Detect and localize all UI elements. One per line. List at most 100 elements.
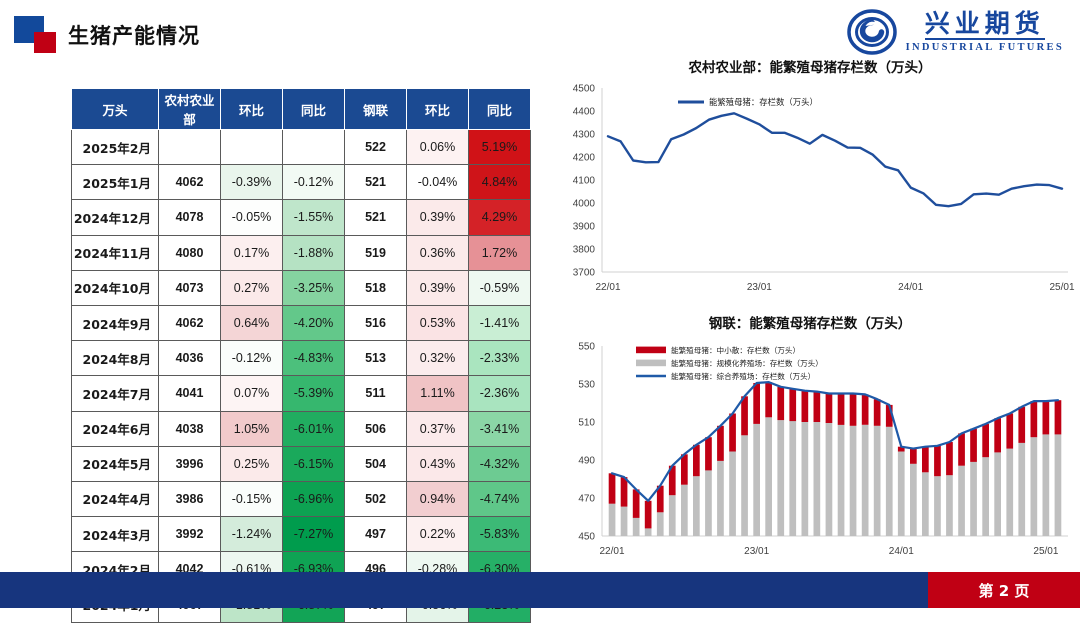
bar-segment-scale — [825, 423, 833, 536]
cell-nyb-yoy: -6.15% — [282, 445, 345, 482]
bar-segment-smallholder — [632, 489, 640, 518]
bar-segment-scale — [885, 426, 893, 536]
bar-segment-smallholder — [753, 383, 760, 424]
cell-gl-mom: 0.39% — [406, 199, 469, 236]
cell-gl-yoy: -4.32% — [468, 445, 531, 482]
bar-segment-scale — [813, 422, 821, 536]
y-tick-label: 4100 — [573, 176, 596, 187]
bar-segment-smallholder — [608, 473, 616, 504]
cell-gl: 521 — [344, 199, 407, 236]
x-tick-label: 23/01 — [744, 546, 769, 557]
cell-nyb-yoy — [282, 128, 345, 166]
bar-segment-smallholder — [668, 465, 676, 496]
cell-month: 2024年7月 — [71, 375, 159, 412]
table-header-row: 万头 农村农业部 环比 同比 钢联 环比 同比 — [71, 88, 531, 130]
cell-month: 2024年12月 — [71, 199, 159, 236]
footer-bar — [0, 572, 1080, 608]
cell-nyb — [158, 128, 221, 166]
bar-segment-smallholder — [620, 477, 628, 507]
bar-segment-scale — [922, 472, 929, 536]
bar-segment-smallholder — [970, 428, 977, 462]
company-name-en: INDUSTRIAL FUTURES — [905, 42, 1064, 54]
col-header-nyb-mom: 环比 — [220, 88, 283, 130]
cell-month: 2024年4月 — [71, 480, 159, 518]
chart-top-svg: 3700 3800 3900 4000 4100 4200 4300 4400 4500 22/0… — [573, 84, 1075, 294]
bar-segment-scale — [910, 463, 917, 536]
y-tick-label: 470 — [578, 494, 595, 505]
cell-nyb-mom: 0.25% — [220, 445, 283, 482]
company-name-cn: 兴业期货 — [924, 10, 1045, 41]
bar-segment-scale — [1042, 434, 1050, 536]
cell-month: 2024年6月 — [71, 410, 159, 447]
brand-mark-icon — [14, 16, 62, 54]
chart-bottom-canvas: 450 470 490 510 530 550 22/01 23/01 24/01 25/01 能繁… — [540, 332, 1080, 577]
bar-segment-smallholder — [693, 444, 700, 477]
cell-month: 2024年5月 — [71, 445, 159, 482]
cell-nyb-mom: 0.07% — [220, 375, 283, 412]
cell-gl-yoy: 4.29% — [468, 199, 531, 236]
bar-segment-scale — [958, 465, 965, 536]
bar-segment-scale — [982, 457, 989, 536]
cell-nyb-yoy: -6.01% — [282, 410, 345, 447]
bar-segment-scale — [717, 460, 724, 536]
table-row: 2024年11月 4080 0.17% -1.88% 519 0.36% 1.72% — [71, 234, 531, 271]
cell-nyb: 3986 — [158, 480, 221, 518]
bar-segment-scale — [970, 461, 977, 536]
cell-nyb-mom: -0.05% — [220, 199, 283, 236]
bar-segment-smallholder — [934, 445, 941, 477]
cell-nyb-mom: -1.24% — [220, 516, 283, 553]
bar-segment-scale — [837, 424, 845, 536]
y-tick-label: 3700 — [573, 268, 596, 279]
table-row: 2024年12月 4078 -0.05% -1.55% 521 0.39% 4.29% — [71, 199, 531, 236]
cell-gl: 511 — [344, 375, 407, 412]
cell-gl-mom: 1.11% — [406, 375, 469, 412]
col-header-nyb-yoy: 同比 — [282, 88, 345, 130]
cell-nyb-yoy: -1.88% — [282, 234, 345, 271]
cell-gl-mom: 0.36% — [406, 234, 469, 271]
cell-nyb-yoy: -6.96% — [282, 480, 345, 518]
bar-segment-scale — [873, 425, 881, 536]
cell-gl-mom: 0.37% — [406, 410, 469, 447]
table-row: 2025年2月 522 0.06% 5.19% — [71, 128, 531, 166]
bar-segment-scale — [644, 528, 652, 536]
bar-segment-smallholder — [946, 442, 953, 476]
page-title: 生猪产能情况 — [68, 24, 200, 48]
cell-nyb-yoy: -4.20% — [282, 304, 345, 342]
x-tick-label: 25/01 — [1049, 282, 1074, 293]
cell-month: 2025年2月 — [71, 128, 159, 166]
bar-segment-smallholder — [1018, 406, 1026, 443]
x-tick-label: 22/01 — [600, 546, 625, 557]
bar-segment-smallholder — [885, 404, 893, 427]
cell-gl: 516 — [344, 304, 407, 342]
bar-segment-scale — [777, 420, 785, 536]
y-tick-label: 4000 — [573, 199, 596, 210]
cell-gl: 519 — [344, 234, 407, 271]
cell-nyb-yoy: -0.12% — [282, 164, 345, 201]
y-tick-label: 490 — [578, 456, 595, 467]
cell-nyb: 3992 — [158, 516, 221, 553]
cell-nyb-mom: 0.64% — [220, 304, 283, 342]
cell-gl: 497 — [344, 516, 407, 553]
table-row: 2024年5月 3996 0.25% -6.15% 504 0.43% -4.32% — [71, 445, 531, 482]
y-tick-label: 510 — [578, 418, 595, 429]
bar-segment-smallholder — [861, 394, 869, 425]
bar-segment-scale — [849, 425, 857, 536]
bar-segment-smallholder — [910, 448, 917, 464]
y-tick-label: 530 — [578, 380, 595, 391]
cell-gl-yoy: -1.41% — [468, 304, 531, 342]
cell-gl-mom: 0.43% — [406, 445, 469, 482]
y-tick-label: 4300 — [573, 130, 596, 141]
cell-gl: 522 — [344, 128, 407, 166]
cell-nyb-mom: -0.15% — [220, 480, 283, 518]
y-tick-label: 4400 — [573, 107, 596, 118]
bar-segment-smallholder — [982, 423, 989, 458]
cell-nyb: 3996 — [158, 445, 221, 482]
bar-segment-scale — [620, 506, 628, 536]
cell-month: 2024年3月 — [71, 516, 159, 553]
cell-gl-mom: -0.04% — [406, 164, 469, 201]
bar-segment-scale — [668, 495, 676, 536]
bar-segment-smallholder — [1006, 413, 1014, 449]
cell-nyb-yoy: -5.39% — [282, 375, 345, 412]
bar-segment-smallholder — [789, 388, 797, 422]
cell-gl-mom: 0.94% — [406, 480, 469, 518]
